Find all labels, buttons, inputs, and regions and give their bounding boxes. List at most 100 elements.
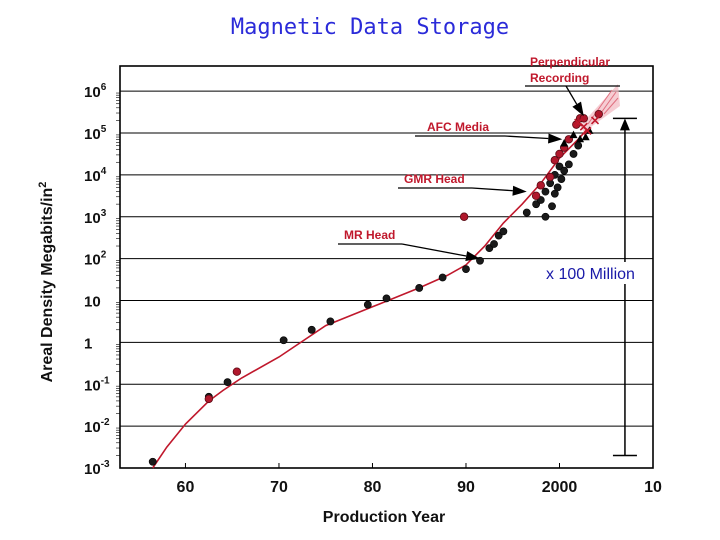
annotation-arrowhead-2: [512, 185, 527, 196]
y-tick-base-9: 10: [84, 84, 101, 101]
x-tick-label-5: 10: [644, 479, 662, 496]
x-axis-label: Production Year: [323, 509, 445, 526]
y-tick-base-1: 10: [84, 419, 101, 436]
point-red-circle-6: [550, 156, 560, 165]
point-black-circle-10: [462, 265, 470, 273]
y-tick-label-2: 10-1: [84, 375, 110, 394]
y-tick-label-7: 104: [84, 166, 107, 185]
y-tick-sup-0: -3: [101, 459, 110, 470]
point-red-circle-4: [536, 181, 545, 190]
growth-span-label: x 100 Million: [546, 266, 635, 283]
chart-title: Magnetic Data Storage: [231, 15, 509, 40]
growth-span: x 100 Million: [542, 117, 652, 457]
y-axis-label: Areal Density Megabits/in2: [37, 182, 56, 383]
point-red-circle-2: [459, 212, 469, 221]
point-black-circle-4: [307, 325, 316, 334]
point-black-triangle-1: [569, 130, 578, 139]
point-black-circle-11: [476, 256, 484, 265]
growth-span-label-bg: [542, 262, 652, 284]
y-tick-base-5: 10: [84, 252, 101, 269]
point-black-circle-16: [522, 208, 531, 217]
x-tick-label-0: 60: [177, 479, 195, 496]
trend-line: [152, 128, 589, 469]
x-tick-label-3: 90: [457, 479, 475, 496]
point-black-triangle-0: [560, 138, 569, 147]
y-tick-label-1: 10-2: [84, 417, 110, 436]
point-black-circle-15: [499, 227, 508, 236]
point-black-circle-22: [548, 202, 556, 211]
y-axis-label-sup: 2: [37, 182, 49, 188]
point-black-circle-5: [326, 317, 335, 326]
annotation-arrow-line-0: [565, 85, 578, 105]
y-tick-base-4: 10: [84, 294, 101, 311]
point-red-circle-12: [579, 114, 589, 123]
perpendicular-hatch-region: [580, 84, 620, 132]
y-tick-label-3: 1: [84, 335, 92, 352]
x-tick-labels: 60 70 80 90 2000 10: [177, 463, 662, 496]
y-tick-sup-6: 3: [101, 208, 107, 219]
point-black-circle-2: [223, 378, 232, 387]
y-tick-base-0: 10: [84, 461, 101, 478]
point-black-circle-7: [382, 294, 391, 303]
y-tick-sup-5: 2: [101, 250, 107, 261]
y-tick-label-0: 10-3: [84, 459, 110, 478]
point-black-circle-19: [541, 187, 550, 196]
y-tick-label-8: 105: [84, 124, 107, 143]
point-black-circle-27: [557, 175, 566, 183]
annotation-arrowhead-3: [465, 251, 481, 261]
y-tick-label-5: 102: [84, 250, 107, 269]
point-black-circle-0: [148, 457, 157, 466]
point-red-circle-0: [204, 394, 214, 404]
point-black-circle-31: [574, 141, 583, 150]
annotations: Perpendicular Recording AFC Media GMR Head M…: [338, 55, 620, 261]
plot-frame: [119, 65, 654, 469]
y-tick-sup-2: -1: [101, 375, 110, 386]
x-tick-label-1: 70: [270, 479, 288, 496]
y-tick-sup-8: 5: [101, 124, 107, 135]
point-black-circle-13: [490, 240, 498, 248]
point-red-circle-7: [555, 149, 564, 159]
point-red-circle-1: [232, 367, 242, 376]
point-black-circle-20: [541, 212, 550, 221]
point-black-circle-6: [363, 300, 372, 309]
y-tick-base-8: 10: [84, 126, 101, 143]
point-black-triangle-3: [581, 132, 590, 141]
x-tick-label-4: 2000: [542, 479, 578, 496]
annotation-arrowhead-0: [572, 101, 584, 117]
y-tick-sup-7: 4: [101, 166, 107, 177]
data-points: [148, 109, 603, 466]
annotation-arrow-line-3: [401, 243, 467, 257]
annotation-label-3: MR Head: [344, 228, 395, 242]
y-tick-base-3: 1: [84, 335, 92, 352]
y-tick-label-6: 103: [84, 208, 107, 227]
point-red-cross-2: [583, 126, 592, 135]
y-tick-sup-1: -2: [101, 417, 110, 428]
annotation-arrow-line-2: [471, 187, 513, 192]
annotation-label-0: Perpendicular: [530, 55, 610, 69]
y-tick-label-9: 106: [84, 82, 107, 101]
point-black-circle-25: [553, 183, 562, 192]
point-black-circle-29: [564, 160, 573, 169]
point-black-circle-30: [569, 150, 578, 158]
growth-span-arrowhead: [619, 118, 630, 131]
point-black-circle-8: [415, 284, 424, 292]
point-black-triangle-2: [576, 134, 585, 143]
point-red-circle-3: [531, 191, 541, 201]
y-axis-label-text: Areal Density Megabits/in: [39, 188, 56, 383]
annotation-label-2: GMR Head: [404, 172, 465, 186]
y-tick-base-7: 10: [84, 168, 101, 185]
point-red-cross-3: [590, 116, 600, 125]
point-black-circle-3: [279, 336, 288, 345]
x-tick-label-2: 80: [364, 479, 382, 496]
annotation-label-0-line2: Recording: [530, 71, 589, 85]
annotation-label-1: AFC Media: [427, 120, 489, 134]
point-red-circle-5: [545, 172, 555, 182]
point-black-circle-9: [438, 273, 447, 282]
y-tick-label-4: 10: [84, 294, 101, 311]
point-black-circle-28: [560, 166, 569, 175]
y-tick-base-6: 10: [84, 210, 101, 227]
y-tick-base-2: 10: [84, 377, 101, 394]
annotation-arrowhead-1: [548, 133, 563, 144]
